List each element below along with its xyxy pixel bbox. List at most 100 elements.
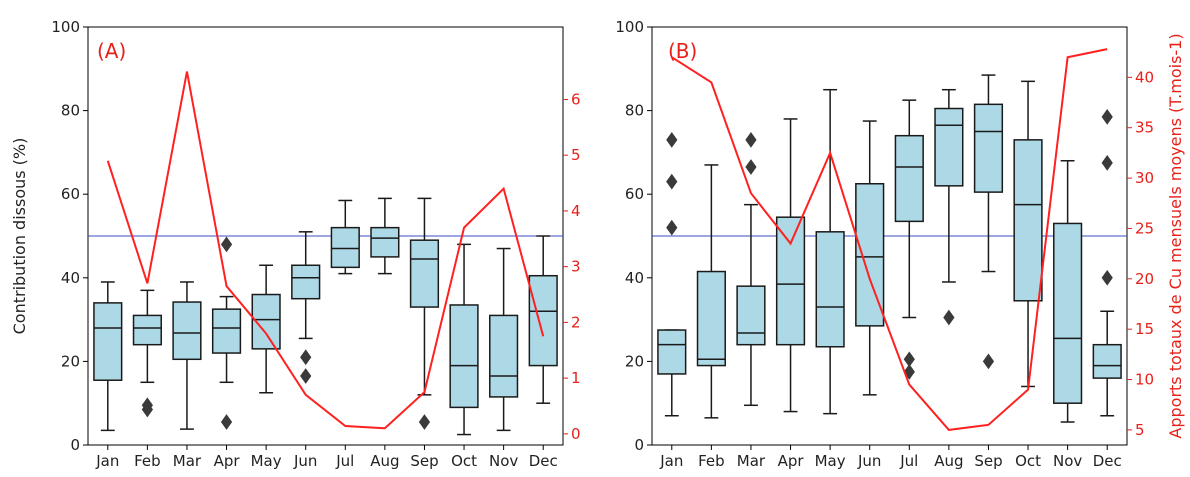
panel-b-x-tick-label: Jan xyxy=(659,452,683,470)
panel-b-x-tick-label: Nov xyxy=(1053,452,1082,470)
panel-a: (A) Contribution dissous (%) 0 20 40 60 80 10… xyxy=(10,18,581,470)
panel-b-box-apr xyxy=(775,118,806,413)
panel-a-x-tick-label: Oct xyxy=(451,452,477,470)
panel-b-y-tick-label: 40 xyxy=(625,269,644,287)
box-body xyxy=(449,304,479,409)
panel-b-box-jul xyxy=(894,99,924,380)
box-body xyxy=(894,134,924,223)
panel-a-x-tick-label: Feb xyxy=(134,452,161,470)
box-body xyxy=(172,301,202,361)
outlier-point xyxy=(418,414,431,430)
panel-b-x-tick-label: May xyxy=(815,452,846,470)
box-body xyxy=(211,308,242,354)
panel-a-x-tick-label: Jul xyxy=(335,452,354,470)
box-body xyxy=(775,216,806,346)
panel-a-box-aug xyxy=(370,197,400,275)
panel-a-y-tick-label: 60 xyxy=(61,185,80,203)
outlier-point xyxy=(141,397,153,414)
panel-b-box-feb xyxy=(696,164,726,419)
panel-b-box-may xyxy=(815,88,845,415)
outlier-point xyxy=(982,353,995,370)
panel-b-y2-tick-label: 15 xyxy=(1135,320,1154,338)
panel-a-y-tick-label: 100 xyxy=(51,18,80,36)
box-body xyxy=(93,302,123,381)
outlier-point xyxy=(666,131,678,148)
outlier-point xyxy=(220,236,233,253)
box-body xyxy=(370,226,400,258)
panel-b-box-oct xyxy=(1013,80,1043,388)
panel-b-line-series xyxy=(671,48,1108,431)
box-body xyxy=(696,270,726,367)
panel-a-box-dec xyxy=(528,235,558,404)
panel-a-y-tick-label: 20 xyxy=(61,352,80,370)
box-body xyxy=(291,264,321,300)
outlier-point xyxy=(666,173,678,190)
outlier-point xyxy=(943,309,955,326)
panel-b-x-tick-label: Feb xyxy=(698,452,725,470)
panel-b-y2-tick-label: 40 xyxy=(1135,68,1154,86)
outlier-point xyxy=(745,159,757,175)
panel-a-y-tick-label: 80 xyxy=(61,102,80,120)
panel-a-x-tick-label: Sep xyxy=(410,452,438,470)
panel-a-label: (A) xyxy=(97,39,126,63)
panel-a-y-axis-label: Contribution dissous (%) xyxy=(10,138,29,335)
panel-b-box-aug xyxy=(934,88,964,326)
box-body xyxy=(528,274,558,367)
panel-a-box-sep xyxy=(409,197,440,430)
panel-b-box-sep xyxy=(973,74,1004,370)
panel-b-y2-tick-label: 20 xyxy=(1135,270,1154,288)
panel-b-x-tick-label: Apr xyxy=(778,452,805,470)
box-body xyxy=(736,285,766,346)
panel-a-box-apr xyxy=(211,236,242,430)
box-body xyxy=(330,226,360,269)
panel-b-box-jan xyxy=(657,131,687,417)
panel-b-box-mar xyxy=(736,131,766,407)
panel-a-line-series xyxy=(106,71,545,430)
outlier-point xyxy=(745,131,757,148)
panel-a-box-mar xyxy=(172,281,202,430)
box-body xyxy=(973,103,1004,193)
panel-b-right-axis-label: Apports totaux de Cu mensuels moyens (T.… xyxy=(1166,33,1185,438)
panel-b-y-tick-label: 20 xyxy=(625,352,644,370)
box-body xyxy=(657,329,687,375)
panel-a-x-tick-label: Nov xyxy=(489,452,518,470)
panel-a-box-jan xyxy=(93,281,123,432)
panel-a-box-oct xyxy=(449,243,479,436)
panel-b-label: (B) xyxy=(668,39,697,63)
panel-a-y2-tick-label: 6 xyxy=(571,90,581,108)
panel-a-y2-tick-label: 2 xyxy=(571,313,581,331)
panel-a-y2-tick-label: 1 xyxy=(571,369,581,387)
panel-a-y2-tick-label: 5 xyxy=(571,146,581,164)
panel-b-box-nov xyxy=(1053,160,1083,423)
box-body xyxy=(815,231,845,348)
panel-a-x-tick-label: Jun xyxy=(293,452,317,470)
box-body xyxy=(1013,139,1043,302)
panel-b-y-tick-label: 80 xyxy=(625,102,644,120)
panel-a-y2-tick-label: 0 xyxy=(571,425,581,443)
panel-a-box-feb xyxy=(132,289,162,418)
box-body xyxy=(1092,343,1122,379)
outlier-point xyxy=(1101,109,1113,125)
panel-b-y2-tick-label: 25 xyxy=(1135,219,1154,237)
box-body xyxy=(1053,222,1083,404)
panel-a-box-nov xyxy=(489,247,519,432)
panel-b-box-dec xyxy=(1092,109,1122,417)
box-body xyxy=(409,239,440,308)
panel-b-y-tick-label: 60 xyxy=(625,185,644,203)
panel-a-x-tick-label: Apr xyxy=(214,452,241,470)
panel-b-x-tick-label: Mar xyxy=(737,452,766,470)
panel-b-x-tick-label: Oct xyxy=(1015,452,1041,470)
panel-a-y-tick-label: 40 xyxy=(61,269,80,287)
panel-b-y2-tick-label: 5 xyxy=(1135,421,1145,439)
box-body xyxy=(489,314,519,398)
box-body xyxy=(132,314,162,346)
panel-a-box-jun xyxy=(291,231,321,384)
outlier-point xyxy=(1101,269,1113,286)
panel-b-x-tick-label: Dec xyxy=(1093,452,1122,470)
panel-a-y2-tick-label: 4 xyxy=(571,202,581,220)
panel-a-x-tick-label: Jan xyxy=(95,452,119,470)
panel-b-y-tick-label: 100 xyxy=(615,18,644,36)
panel-b: (B) Apports totaux de Cu mensuels moyens… xyxy=(615,18,1185,470)
panel-b-x-tick-label: Aug xyxy=(934,452,963,470)
panel-a-x-tick-label: Mar xyxy=(173,452,202,470)
